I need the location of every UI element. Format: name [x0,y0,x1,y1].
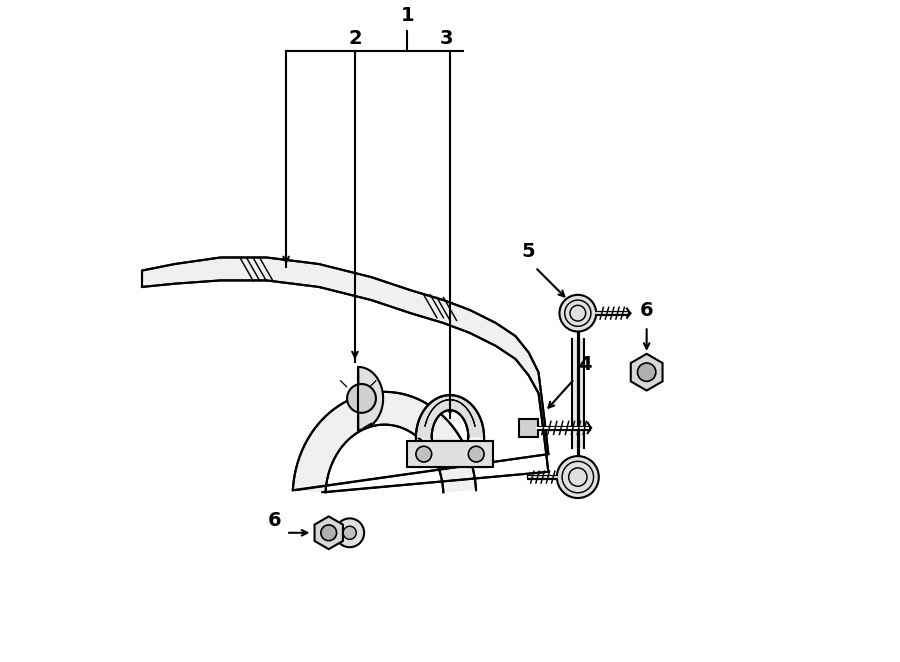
Circle shape [557,456,598,498]
Text: 2: 2 [348,28,362,48]
FancyBboxPatch shape [414,441,486,467]
Text: 5: 5 [522,242,536,261]
Polygon shape [416,395,484,438]
Circle shape [347,384,376,413]
Polygon shape [408,441,492,467]
FancyBboxPatch shape [519,419,538,437]
Circle shape [560,295,596,332]
Text: 3: 3 [440,28,454,48]
Text: 6: 6 [267,510,281,530]
Circle shape [468,446,484,462]
Circle shape [637,363,656,381]
Polygon shape [292,392,476,493]
Circle shape [416,446,432,462]
Circle shape [321,525,337,541]
Circle shape [336,518,364,547]
Polygon shape [572,340,584,448]
Polygon shape [358,367,383,430]
Circle shape [343,526,356,540]
Text: 4: 4 [578,355,591,374]
Text: 1: 1 [400,6,414,24]
Polygon shape [142,258,548,472]
Text: 6: 6 [640,301,653,320]
